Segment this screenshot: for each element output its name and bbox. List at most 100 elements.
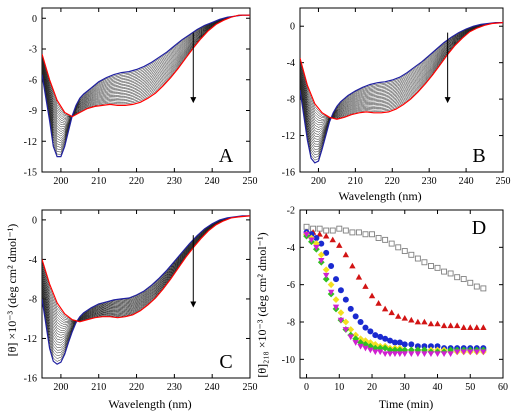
data-point-d-2 xyxy=(362,283,369,289)
data-point-d-1 xyxy=(401,248,408,255)
spectrum-line-b xyxy=(300,22,503,120)
spectrum-line-c xyxy=(42,215,250,357)
data-point-d-1 xyxy=(382,236,389,243)
data-point-d-3 xyxy=(408,341,415,348)
y-tick-label-c: 0 xyxy=(32,215,37,226)
data-point-d-2 xyxy=(447,322,454,329)
x-tick-label-c: 250 xyxy=(243,382,258,393)
y-tick-label-a: -6 xyxy=(29,75,37,86)
data-point-d-6 xyxy=(386,351,394,358)
data-point-d-2 xyxy=(434,320,441,327)
spectrum-line-c xyxy=(42,215,250,359)
data-point-d-1 xyxy=(414,255,421,262)
data-point-d-6 xyxy=(473,349,481,356)
data-point-d-4 xyxy=(352,331,360,339)
data-point-d-6 xyxy=(318,258,325,264)
data-point-d-4 xyxy=(347,326,355,333)
panel-d: 0 10 20 30 40 50 60 -2 -4 -6 -8 -10 D xyxy=(282,206,508,394)
data-point-d-5 xyxy=(414,346,422,354)
x-tick-label-b: 210 xyxy=(348,176,363,187)
x-tick-label-b: 200 xyxy=(311,176,326,187)
spectrum-line-b xyxy=(300,22,503,128)
data-point-d-6 xyxy=(367,347,374,354)
x-tick-label-c: 210 xyxy=(91,382,106,393)
data-point-d-6 xyxy=(427,351,435,358)
data-point-d-1 xyxy=(467,279,474,286)
data-point-d-1 xyxy=(316,225,323,232)
y-tick-label-c: -12 xyxy=(24,334,37,345)
data-point-d-3 xyxy=(318,240,325,247)
data-point-d-2 xyxy=(381,305,389,312)
data-point-d-1 xyxy=(388,240,395,247)
data-point-d-2 xyxy=(336,242,343,248)
x-tick-label-a: 220 xyxy=(129,176,144,187)
data-point-d-3 xyxy=(372,332,379,339)
x-tick-label-d: 30 xyxy=(400,382,410,393)
data-point-d-2 xyxy=(480,324,487,330)
y-tick-label-a: -9 xyxy=(29,106,37,117)
data-point-d-4 xyxy=(332,296,340,303)
data-point-d-6 xyxy=(372,349,379,356)
data-point-d-3 xyxy=(313,235,320,241)
data-point-d-2 xyxy=(427,320,435,327)
data-point-d-2 xyxy=(355,273,363,280)
plot-area-a xyxy=(42,14,250,158)
x-tick-label-a: 250 xyxy=(243,176,258,187)
spectrum-line-a xyxy=(42,14,250,139)
spectrum-line-a xyxy=(42,14,250,121)
data-point-d-6 xyxy=(342,327,350,333)
x-tick-label-a: 230 xyxy=(167,176,182,187)
series-line-a-2 xyxy=(42,14,250,118)
y-tick-label-b: -8 xyxy=(287,95,295,106)
spectrum-line-a xyxy=(42,14,250,148)
data-point-d-6 xyxy=(377,349,384,356)
data-point-d-3 xyxy=(362,324,369,331)
data-point-d-4 xyxy=(337,309,345,317)
data-point-d-2 xyxy=(421,318,428,325)
data-point-d-4 xyxy=(312,240,320,247)
data-point-d-3 xyxy=(427,343,434,350)
data-point-d-2 xyxy=(349,262,356,269)
x-tick-label-c: 220 xyxy=(129,382,144,393)
x-tick-label-d: 10 xyxy=(334,382,344,393)
data-point-d-3 xyxy=(401,341,408,348)
y-tick-label-d: -6 xyxy=(287,280,295,291)
y-tick-label-c: -16 xyxy=(24,374,37,385)
spectrum-line-c xyxy=(42,215,250,336)
data-point-d-3 xyxy=(337,287,344,294)
y-tick-label-d: -10 xyxy=(282,355,295,366)
data-point-d-1 xyxy=(336,225,343,232)
data-point-d-6 xyxy=(440,351,448,358)
series-line-a-1 xyxy=(42,14,250,158)
data-point-d-6 xyxy=(421,351,428,358)
data-point-d-1 xyxy=(434,264,441,271)
spectrum-line-a xyxy=(42,14,250,124)
spectrum-line-b xyxy=(300,22,503,161)
data-point-d-1 xyxy=(428,263,434,269)
trend-arrowhead-c xyxy=(190,301,197,308)
data-point-d-2 xyxy=(316,230,323,237)
data-point-d-3 xyxy=(396,339,403,346)
spectrum-line-b xyxy=(300,22,503,147)
data-point-d-6 xyxy=(396,351,404,358)
spectrum-line-b xyxy=(300,22,503,158)
x-tick-label-c: 240 xyxy=(205,382,220,393)
data-point-d-3 xyxy=(414,343,421,350)
data-point-d-2 xyxy=(401,314,408,321)
data-point-d-3 xyxy=(328,263,335,269)
data-point-d-6 xyxy=(332,304,340,311)
x-axis-label-c: Wavelength (nm) xyxy=(108,397,191,411)
data-point-d-6 xyxy=(308,237,315,244)
y-tick-label-a: -12 xyxy=(24,137,37,148)
x-tick-label-b: 230 xyxy=(422,176,437,187)
data-point-d-1 xyxy=(473,283,480,290)
data-point-d-6 xyxy=(460,349,467,356)
spectrum-line-a xyxy=(42,14,250,146)
data-point-d-1 xyxy=(454,274,461,281)
x-axis-label-d: Time (min) xyxy=(379,397,434,411)
data-point-d-6 xyxy=(362,345,369,352)
plot-area-c xyxy=(42,215,250,365)
data-point-d-2 xyxy=(395,313,402,319)
data-point-d-4 xyxy=(327,281,335,289)
